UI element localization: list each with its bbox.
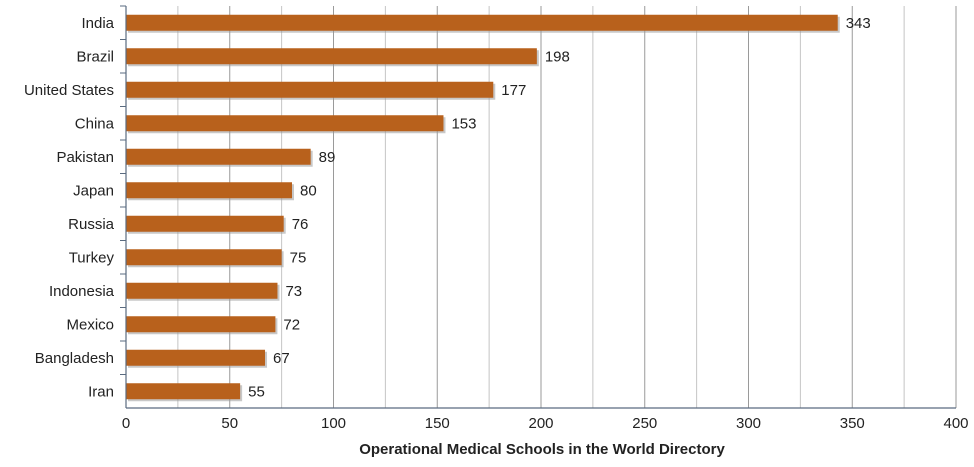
data-label: 343 (846, 15, 871, 32)
bar-indonesia (126, 282, 278, 299)
category-label: India (81, 15, 114, 32)
bar-india (126, 14, 838, 31)
category-label: Pakistan (56, 149, 114, 166)
bars (126, 14, 840, 402)
x-tick-label: 250 (632, 415, 657, 432)
x-tick-label: 300 (736, 415, 761, 432)
bar-mexico (126, 316, 276, 333)
bar-brazil (126, 48, 537, 65)
x-tick-label: 50 (221, 415, 238, 432)
category-label: Bangladesh (35, 350, 114, 367)
data-label: 153 (451, 115, 476, 132)
bar-russia (126, 215, 284, 232)
data-label: 177 (501, 82, 526, 99)
data-label: 76 (292, 216, 309, 233)
bar-turkey (126, 249, 282, 266)
gridlines (177, 6, 957, 408)
x-tick-label: 100 (321, 415, 346, 432)
bar-united-states (126, 81, 494, 98)
category-label: Iran (88, 383, 114, 400)
x-tick-label: 0 (122, 415, 130, 432)
bar-bangladesh (126, 349, 266, 366)
category-label: China (75, 115, 115, 132)
data-label: 73 (285, 283, 302, 300)
bar-iran (126, 383, 241, 400)
data-label: 72 (283, 316, 300, 333)
labels: 0 50 100 150 200 250 300 350 400 India 343 Brazil 19… (24, 15, 969, 432)
category-label: Japan (73, 182, 114, 199)
bar-china (126, 115, 444, 132)
axes (120, 5, 956, 409)
category-label: Brazil (76, 48, 114, 65)
bar-japan (126, 182, 292, 199)
category-label: Indonesia (49, 283, 115, 300)
x-tick-label: 350 (840, 415, 865, 432)
data-label: 55 (248, 383, 265, 400)
bar-pakistan (126, 148, 311, 165)
data-label: 89 (319, 149, 336, 166)
data-label: 75 (290, 249, 307, 266)
x-tick-label: 200 (528, 415, 553, 432)
x-tick-label: 150 (425, 415, 450, 432)
category-label: Russia (68, 216, 115, 233)
data-label: 198 (545, 48, 570, 65)
x-tick-label: 400 (943, 415, 968, 432)
category-label: United States (24, 82, 114, 99)
data-label: 80 (300, 182, 317, 199)
category-label: Mexico (66, 316, 114, 333)
category-label: Turkey (69, 249, 115, 266)
data-label: 67 (273, 350, 290, 367)
x-axis-title: Operational Medical Schools in the World… (359, 441, 725, 458)
